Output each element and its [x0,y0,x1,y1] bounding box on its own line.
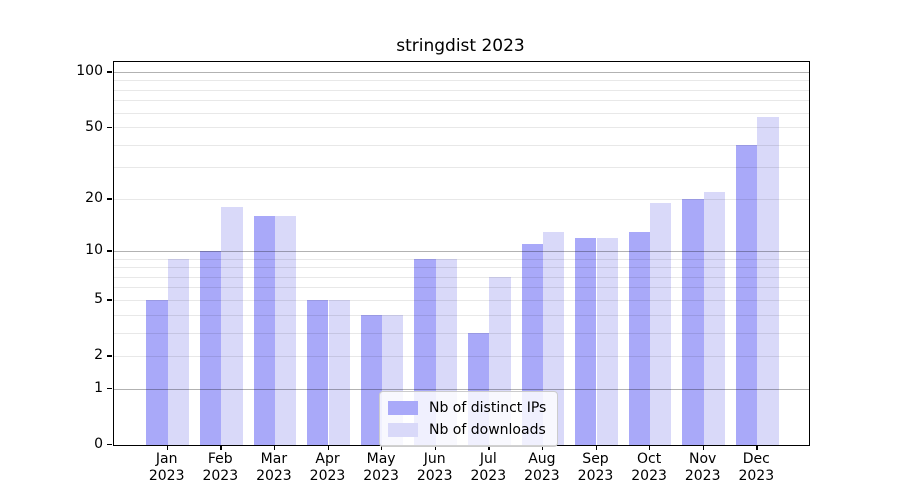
bar-jan-distinct-ips [146,300,168,445]
bar-apr-distinct-ips [307,300,329,445]
x-tick-mark [649,445,651,451]
y-tick-label: 50 [85,118,103,135]
x-tick-mark [220,445,222,451]
gridline-100 [114,71,809,73]
y-tick-mark [107,71,112,73]
x-tick-year: 2023 [684,468,721,484]
bar-sep-downloads [596,237,618,445]
x-tick-mark [541,445,544,451]
gridline-4 [114,314,809,316]
x-tick-year: 2023 [577,468,614,484]
x-tick-label-oct: Oct 2023 [631,451,667,484]
y-tick-label: 0 [94,436,103,452]
y-tick-label: 100 [76,63,103,80]
y-tick-mark [107,126,112,128]
x-tick-mark [595,445,597,451]
x-tick-label-nov: Nov 2023 [684,451,721,484]
bar-mar-downloads [274,216,297,445]
gridline-9 [114,258,809,260]
bar-jan-downloads [167,259,190,445]
y-tick-label: 1 [94,380,103,397]
x-tick-mark [756,445,758,451]
x-tick-mark [702,445,704,451]
x-tick-year: 2023 [416,468,453,484]
gridline-40 [114,144,809,146]
x-tick-year: 2023 [256,468,292,484]
bar-apr-downloads [328,300,350,445]
gridline-7 [114,276,809,278]
legend-swatch-distinct-ips [388,401,418,415]
legend-swatch-downloads [388,423,418,437]
gridline-3 [114,332,809,334]
bar-oct-distinct-ips [628,231,651,445]
x-tick-label-jun: Jun 2023 [416,451,453,484]
x-tick-mark [166,445,168,451]
gridline-8 [114,267,809,269]
bar-oct-downloads [650,203,672,445]
legend-row-downloads: Nb of downloads [388,419,546,441]
gridline-90 [114,80,809,82]
x-tick-year: 2023 [363,468,399,484]
gridline-10 [114,250,809,252]
gridline-80 [114,89,809,91]
legend-label-distinct-ips: Nb of distinct IPs [429,400,547,416]
bar-dec-downloads [757,117,779,445]
x-tick-year: 2023 [631,468,667,484]
gridline-20 [114,198,809,200]
x-tick-year: 2023 [524,468,560,484]
bar-nov-downloads [703,191,726,445]
x-tick-year: 2023 [309,468,346,484]
bar-sep-distinct-ips [575,237,597,445]
gridline-50 [114,127,809,129]
gridline-70 [114,100,809,102]
x-tick-mark [434,445,436,451]
x-tick-label-apr: Apr 2023 [309,451,346,484]
x-tick-mark [488,445,490,451]
y-tick-mark [107,198,112,200]
gridline-60 [114,112,809,114]
gridline-1 [114,388,809,390]
x-tick-label-mar: Mar 2023 [256,451,292,484]
bar-mar-distinct-ips [253,216,275,445]
gridline-6 [114,287,809,289]
x-tick-label-jul: Jul 2023 [470,451,507,484]
x-tick-label-sep: Sep 2023 [577,451,614,484]
legend-label-downloads: Nb of downloads [429,422,546,438]
x-tick-year: 2023 [148,468,185,484]
y-tick-label: 2 [94,347,103,364]
plot-area: Nb of distinct IPs Nb of downloads [113,61,810,447]
x-tick-label-dec: Dec 2023 [738,451,775,484]
x-tick-label-feb: Feb 2023 [202,451,239,484]
y-tick-label: 5 [94,291,103,308]
gridline-2 [114,355,809,357]
y-tick-mark [107,388,112,390]
bar-nov-distinct-ips [682,199,704,445]
x-tick-mark [327,445,329,451]
bar-may-distinct-ips [360,315,383,445]
chart-title: stringdist 2023 [396,36,525,56]
y-tick-mark [107,444,112,446]
x-tick-year: 2023 [738,468,775,484]
gridline-5 [114,299,809,301]
x-tick-label-aug: Aug 2023 [524,451,560,484]
y-tick-mark [107,250,112,252]
bar-dec-distinct-ips [735,145,758,445]
legend-row-distinct-ips: Nb of distinct IPs [388,397,546,419]
x-tick-year: 2023 [202,468,239,484]
x-tick-mark [273,445,276,451]
legend: Nb of distinct IPs Nb of downloads [379,391,559,447]
x-tick-label-may: May 2023 [363,451,399,484]
x-tick-mark [381,445,383,451]
bar-feb-downloads [221,207,243,445]
gridline-30 [114,167,809,169]
x-tick-label-jan: Jan 2023 [148,451,185,484]
y-tick-mark [107,355,112,357]
y-tick-label: 20 [85,190,103,207]
x-tick-year: 2023 [470,468,507,484]
y-tick-mark [107,299,112,301]
y-tick-label: 10 [85,242,103,259]
bar-feb-distinct-ips [199,251,222,445]
